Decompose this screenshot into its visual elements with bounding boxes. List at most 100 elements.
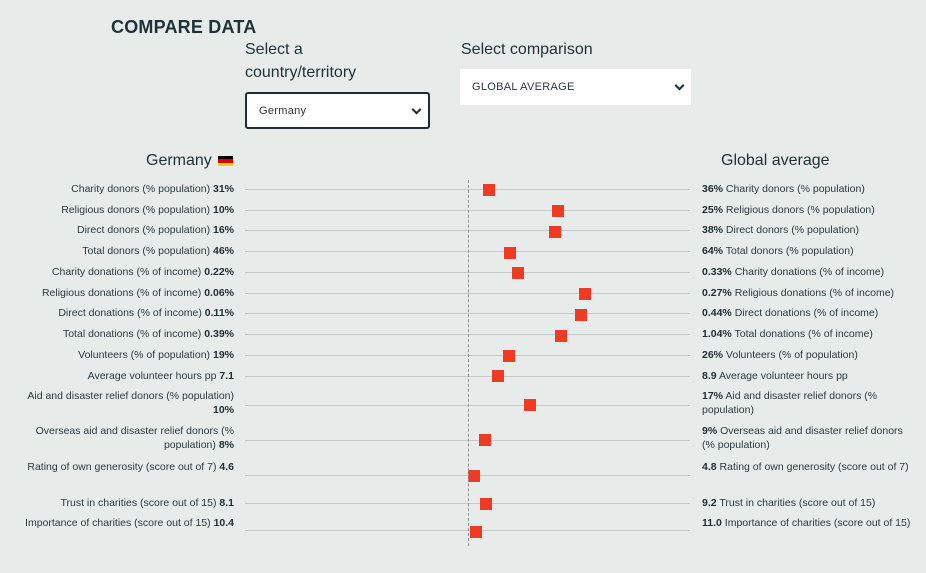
global-metric-label: 36% Charity donors (% population) — [702, 182, 912, 196]
global-metric-label: 38% Direct donors (% population) — [702, 223, 912, 237]
row-gridline — [245, 376, 690, 377]
metric-name: Direct donors (% population) — [77, 224, 213, 236]
metric-name: Direct donations (% of income) — [58, 307, 205, 319]
row-gridline — [245, 272, 690, 273]
global-metric-label: 64% Total donors (% population) — [702, 244, 912, 258]
comparison-marker — [503, 350, 515, 362]
comparison-marker — [480, 498, 492, 510]
global-value: 36% — [702, 183, 724, 195]
germany-flag-icon — [217, 156, 233, 166]
country-metric-label: Volunteers (% of population) 19% — [24, 348, 234, 362]
global-value: 26% — [702, 349, 724, 361]
global-metric-label: 9.2 Trust in charities (score out of 15) — [702, 496, 912, 510]
metric-name: Importance of charities (score out of 15… — [25, 517, 214, 529]
metric-name: Religious donations (% of income) — [731, 287, 895, 299]
comparison-select-label: Select comparison — [461, 41, 593, 58]
global-metric-label: 1.04% Total donations (% of income) — [702, 327, 912, 341]
global-value: 0.33% — [702, 266, 732, 278]
row-gridline — [245, 405, 690, 406]
metric-name: Charity donations (% of income) — [51, 266, 205, 278]
metric-name: Direct donations (% of income) — [731, 307, 879, 319]
row-gridline — [245, 313, 690, 314]
global-value: 0.27% — [702, 287, 732, 299]
country-value: 46% — [212, 245, 234, 257]
country-value: 31% — [212, 183, 234, 195]
global-value: 25% — [702, 204, 724, 216]
country-value: 8.1 — [219, 497, 234, 509]
metric-name: Trust in charities (score out of 15) — [60, 497, 220, 509]
metric-name: Overseas aid and disaster relief donors … — [702, 425, 903, 451]
global-value: 64% — [702, 245, 724, 257]
global-value: 9.2 — [702, 497, 717, 509]
country-metric-label: Overseas aid and disaster relief donors … — [24, 424, 234, 452]
country-value: 0.06% — [204, 287, 234, 299]
global-metric-label: 4.8 Rating of own generosity (score out … — [702, 460, 912, 474]
metric-name: Total donors (% population) — [82, 245, 213, 257]
country-select-value: Germany — [259, 104, 307, 117]
page-title: COMPARE DATA — [111, 17, 257, 37]
row-gridline — [245, 475, 690, 476]
metric-name: Volunteers (% of population) — [78, 349, 213, 361]
country-metric-label: Direct donations (% of income) 0.11% — [24, 306, 234, 320]
country-value: 8% — [218, 439, 234, 451]
country-value: 0.11% — [204, 307, 234, 319]
global-metric-label: 17% Aid and disaster relief donors (% po… — [702, 389, 912, 417]
country-metric-label: Charity donations (% of income) 0.22% — [24, 265, 234, 279]
metric-name: Total donations (% of income) — [731, 328, 873, 340]
metric-name: Religious donors (% population) — [723, 204, 875, 216]
metric-name: Total donations (% of income) — [62, 328, 205, 340]
chevron-down-icon — [411, 104, 422, 115]
comparison-marker — [512, 267, 524, 279]
row-gridline — [245, 189, 690, 190]
country-metric-label: Aid and disaster relief donors (% popula… — [24, 389, 234, 417]
country-select[interactable]: Germany — [245, 92, 430, 129]
row-gridline — [245, 251, 690, 252]
comparison-marker — [575, 309, 587, 321]
row-gridline — [245, 334, 690, 335]
country-value: 16% — [212, 224, 234, 236]
country-metric-label: Direct donors (% population) 16% — [24, 223, 234, 237]
country-metric-label: Religious donations (% of income) 0.06% — [24, 286, 234, 300]
global-metric-label: 25% Religious donors (% population) — [702, 203, 912, 217]
global-value: 4.8 — [702, 461, 717, 473]
metric-name: Aid and disaster relief donors (% popula… — [702, 390, 878, 416]
comparison-marker — [483, 184, 495, 196]
metric-name: Aid and disaster relief donors (% popula… — [27, 390, 234, 402]
comparison-marker — [524, 399, 536, 411]
row-gridline — [245, 440, 690, 441]
metric-name: Total donors (% population) — [723, 245, 854, 257]
metric-name: Average volunteer hours pp — [716, 370, 848, 382]
country-value: 0.39% — [204, 328, 234, 340]
row-gridline — [245, 230, 690, 231]
metric-name: Trust in charities (score out of 15) — [716, 497, 876, 509]
metric-name: Overseas aid and disaster relief donors … — [35, 425, 234, 451]
metric-name: Direct donors (% population) — [723, 224, 859, 236]
global-value: 0.44% — [702, 307, 732, 319]
comparison-marker — [468, 470, 480, 482]
global-value: 1.04% — [702, 328, 732, 340]
metric-name: Importance of charities (score out of 15… — [721, 517, 911, 529]
country-value: 10.4 — [213, 517, 234, 529]
row-gridline — [245, 355, 690, 356]
global-metric-label: 0.27% Religious donations (% of income) — [702, 286, 912, 300]
global-metric-label: 26% Volunteers (% of population) — [702, 348, 912, 362]
metric-name: Volunteers (% of population) — [723, 349, 858, 361]
metric-name: Rating of own generosity (score out of 7… — [716, 461, 909, 473]
metric-name: Charity donations (% of income) — [731, 266, 885, 278]
global-value: 9% — [702, 425, 718, 437]
metric-name: Charity donors (% population) — [71, 183, 213, 195]
metric-name: Religious donors (% population) — [61, 204, 213, 216]
comparison-marker — [492, 370, 504, 382]
metric-name: Charity donors (% population) — [723, 183, 865, 195]
country-metric-label: Average volunteer hours pp 7.1 — [24, 369, 234, 383]
country-value: 0.22% — [204, 266, 234, 278]
metric-name: Religious donations (% of income) — [41, 287, 205, 299]
country-column-header: Germany — [146, 152, 233, 170]
comparison-marker — [549, 226, 561, 238]
global-metric-label: 8.9 Average volunteer hours pp — [702, 369, 912, 383]
country-value: 10% — [212, 404, 234, 416]
country-select-label: Select a country/territory — [245, 41, 357, 81]
country-metric-label: Total donations (% of income) 0.39% — [24, 327, 234, 341]
row-gridline — [245, 503, 690, 504]
comparison-select[interactable]: GLOBAL AVERAGE — [460, 69, 691, 105]
